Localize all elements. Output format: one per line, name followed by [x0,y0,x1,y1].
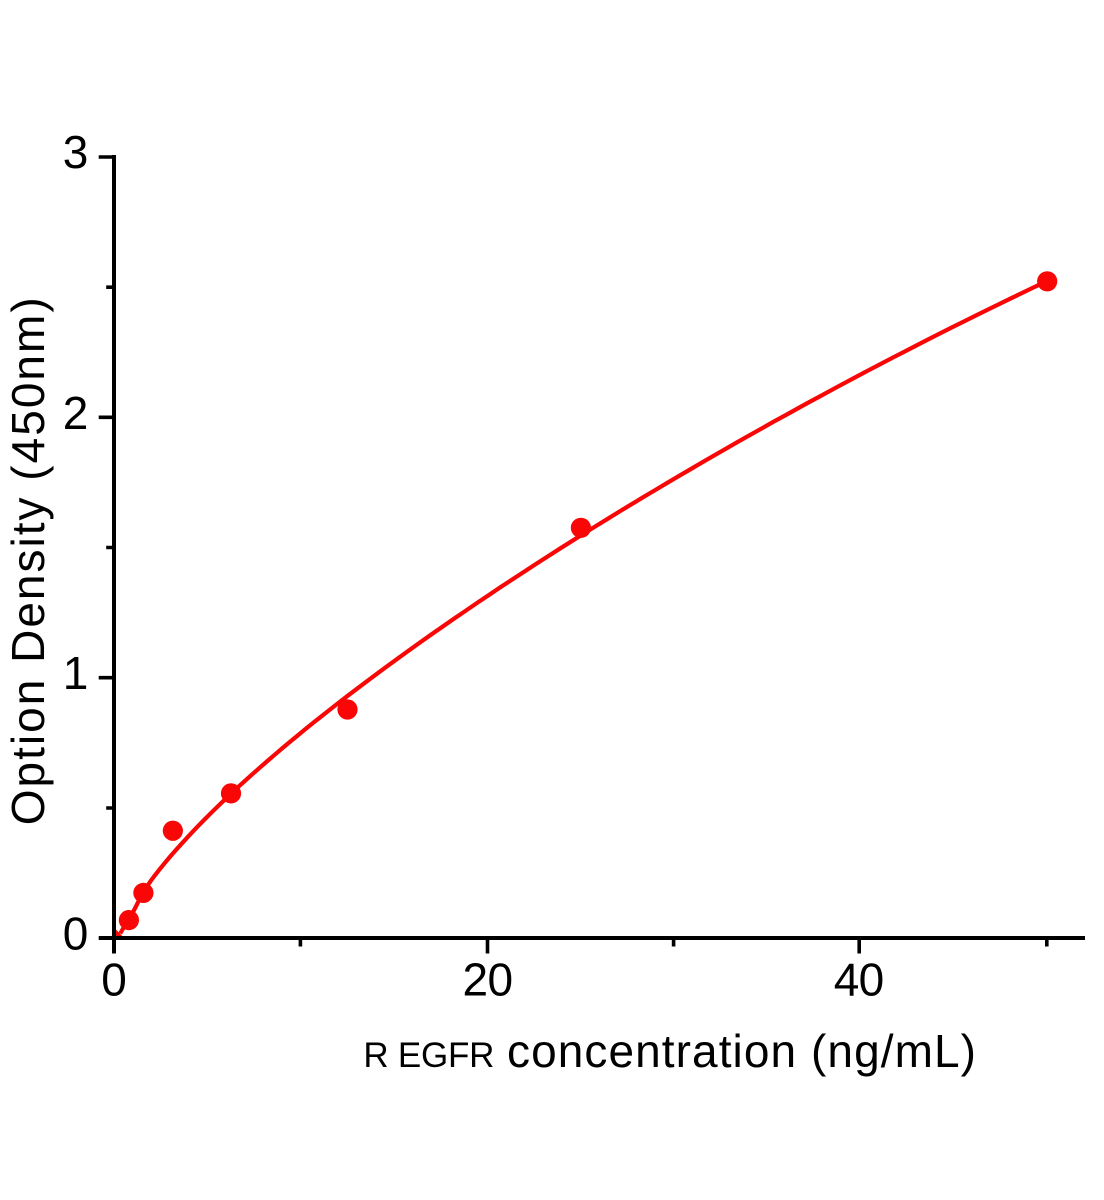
svg-text:2: 2 [63,387,89,439]
svg-text:concentration (ng/mL): concentration (ng/mL) [507,1025,976,1077]
svg-text:3: 3 [63,126,89,178]
svg-text:1: 1 [63,647,89,699]
svg-text:0: 0 [101,954,127,1006]
svg-text:R EGFR: R EGFR [363,1036,494,1075]
svg-text:0: 0 [63,908,89,960]
svg-text:Option Density (450nm): Option Density (450nm) [2,297,54,825]
svg-text:40: 40 [834,954,885,1006]
svg-text:20: 20 [463,954,514,1006]
